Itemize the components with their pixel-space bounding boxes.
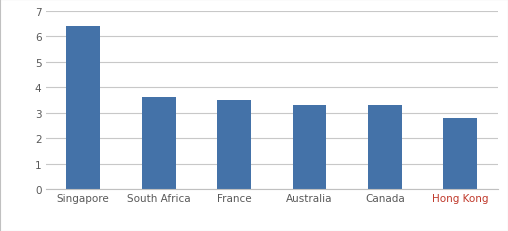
Bar bbox=[66, 27, 100, 189]
Bar bbox=[443, 118, 478, 189]
Bar bbox=[368, 106, 402, 189]
Bar bbox=[293, 106, 327, 189]
Bar bbox=[217, 100, 251, 189]
Bar bbox=[142, 98, 176, 189]
